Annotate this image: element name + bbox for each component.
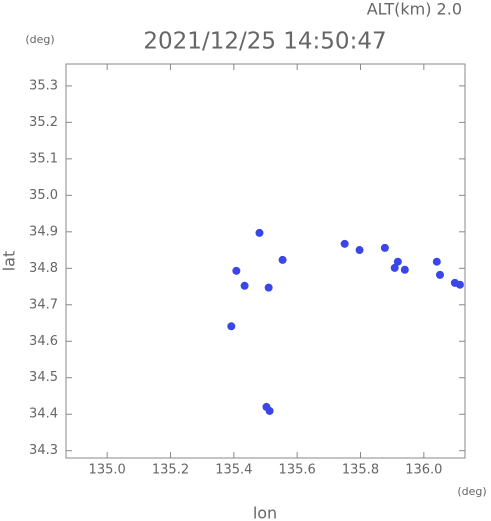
echo xyxy=(393,257,402,266)
echo xyxy=(400,265,409,274)
y-unit: (deg) xyxy=(25,33,54,46)
x-tick-label: 135.2 xyxy=(152,463,189,478)
echo xyxy=(255,228,264,237)
echo xyxy=(455,280,464,289)
x-unit: (deg) xyxy=(457,485,486,498)
echo xyxy=(227,322,236,331)
y-tick-label: 34.8 xyxy=(29,261,58,276)
altitude-label: ALT(km) 2.0 xyxy=(367,0,462,19)
y-tick-label: 35.2 xyxy=(29,115,58,130)
y-tick-label: 34.3 xyxy=(29,443,58,458)
x-tick-label: 135.8 xyxy=(342,463,379,478)
x-tick-label: 135.4 xyxy=(215,463,252,478)
echo xyxy=(265,406,274,415)
x-axis-label: lon xyxy=(253,504,277,521)
echo xyxy=(390,263,399,272)
y-tick-label: 34.6 xyxy=(29,334,58,349)
y-tick-label: 34.7 xyxy=(29,297,58,312)
x-tick-label: 135.0 xyxy=(89,463,126,478)
x-tick-label: 135.6 xyxy=(279,463,316,478)
plot-frame xyxy=(65,63,466,459)
echo xyxy=(240,281,249,290)
echo xyxy=(380,243,389,252)
echo xyxy=(432,257,441,266)
y-tick-label: 35.3 xyxy=(29,78,58,93)
echo xyxy=(340,239,349,248)
x-tick-label: 136.0 xyxy=(405,463,442,478)
echo xyxy=(232,266,241,275)
y-axis-label: lat xyxy=(0,251,19,272)
y-tick-label: 35.1 xyxy=(29,151,58,166)
y-tick-label: 34.4 xyxy=(29,407,58,422)
echo xyxy=(278,255,287,264)
echo xyxy=(435,270,444,279)
y-tick-label: 35.0 xyxy=(29,188,58,203)
echo xyxy=(355,246,364,255)
y-tick-label: 34.5 xyxy=(29,370,58,385)
chart-title: 2021/12/25 14:50:47 xyxy=(143,29,386,55)
echo xyxy=(264,283,273,292)
y-tick-label: 34.9 xyxy=(29,224,58,239)
